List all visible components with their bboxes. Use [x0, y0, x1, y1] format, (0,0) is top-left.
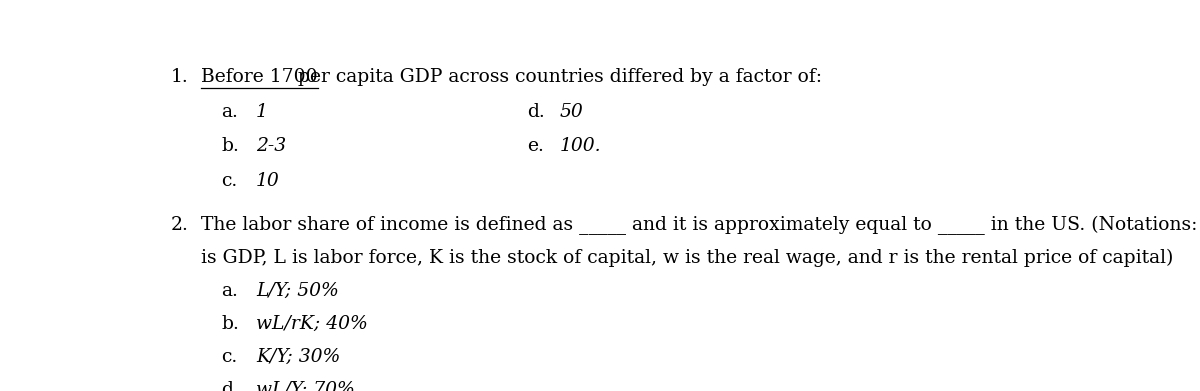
- Text: L/Y; 50%: L/Y; 50%: [256, 282, 338, 300]
- Text: c.: c.: [222, 172, 238, 190]
- Text: d.: d.: [527, 102, 545, 120]
- Text: wL/rK; 40%: wL/rK; 40%: [256, 315, 368, 333]
- Text: The labor share of income is defined as _____ and it is approximately equal to _: The labor share of income is defined as …: [202, 215, 1200, 235]
- Text: 50: 50: [559, 102, 583, 120]
- Text: 2-3: 2-3: [256, 137, 286, 155]
- Text: c.: c.: [222, 348, 238, 366]
- Text: e.: e.: [527, 137, 544, 155]
- Text: 1: 1: [256, 102, 268, 120]
- Text: K/Y; 30%: K/Y; 30%: [256, 348, 341, 366]
- Text: b.: b.: [222, 137, 240, 155]
- Text: a.: a.: [222, 282, 239, 300]
- Text: is GDP, L is labor force, K is the stock of capital, w is the real wage, and r i: is GDP, L is labor force, K is the stock…: [202, 249, 1174, 267]
- Text: b.: b.: [222, 315, 240, 333]
- Text: d.: d.: [222, 381, 239, 391]
- Text: 2.: 2.: [170, 215, 188, 233]
- Text: per capita GDP across countries differed by a factor of:: per capita GDP across countries differed…: [293, 68, 822, 86]
- Text: a.: a.: [222, 102, 239, 120]
- Text: wL/Y; 70%: wL/Y; 70%: [256, 381, 355, 391]
- Text: 10: 10: [256, 172, 280, 190]
- Text: 1.: 1.: [170, 68, 188, 86]
- Text: Before 1700: Before 1700: [202, 68, 318, 86]
- Text: 100.: 100.: [559, 137, 601, 155]
